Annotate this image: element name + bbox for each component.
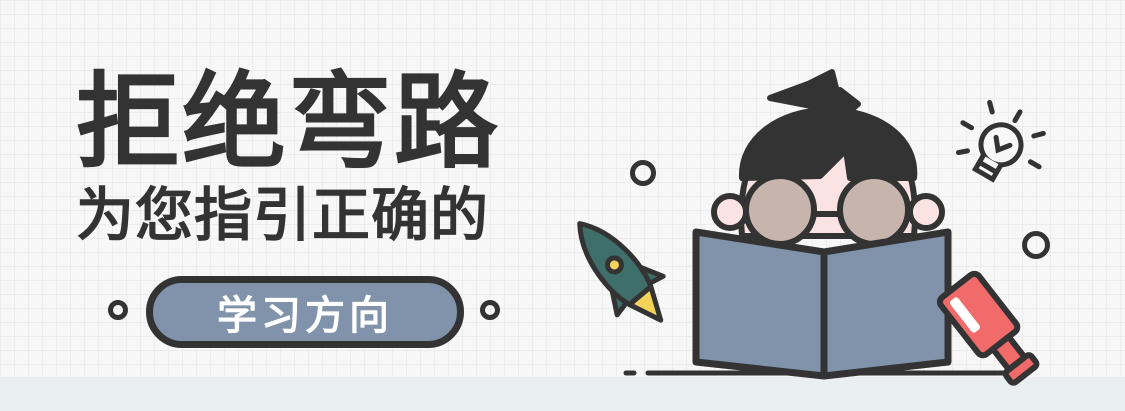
headline: 拒绝弯路 — [76, 61, 501, 183]
floor-band — [0, 377, 1125, 411]
subheadline: 为您指引正确的 — [76, 181, 490, 249]
ring-decoration-top — [630, 160, 656, 186]
rocket-icon — [577, 221, 666, 323]
lightbulb-icon — [955, 99, 1046, 183]
ring-decoration-right — [1022, 231, 1050, 259]
reader-character — [711, 69, 945, 247]
eraser-icon — [936, 270, 1040, 386]
right-dot-decoration — [480, 300, 500, 320]
learning-direction-button[interactable]: 学习方向 — [146, 276, 464, 348]
left-dot-decoration — [108, 300, 128, 320]
book-icon — [692, 228, 952, 380]
